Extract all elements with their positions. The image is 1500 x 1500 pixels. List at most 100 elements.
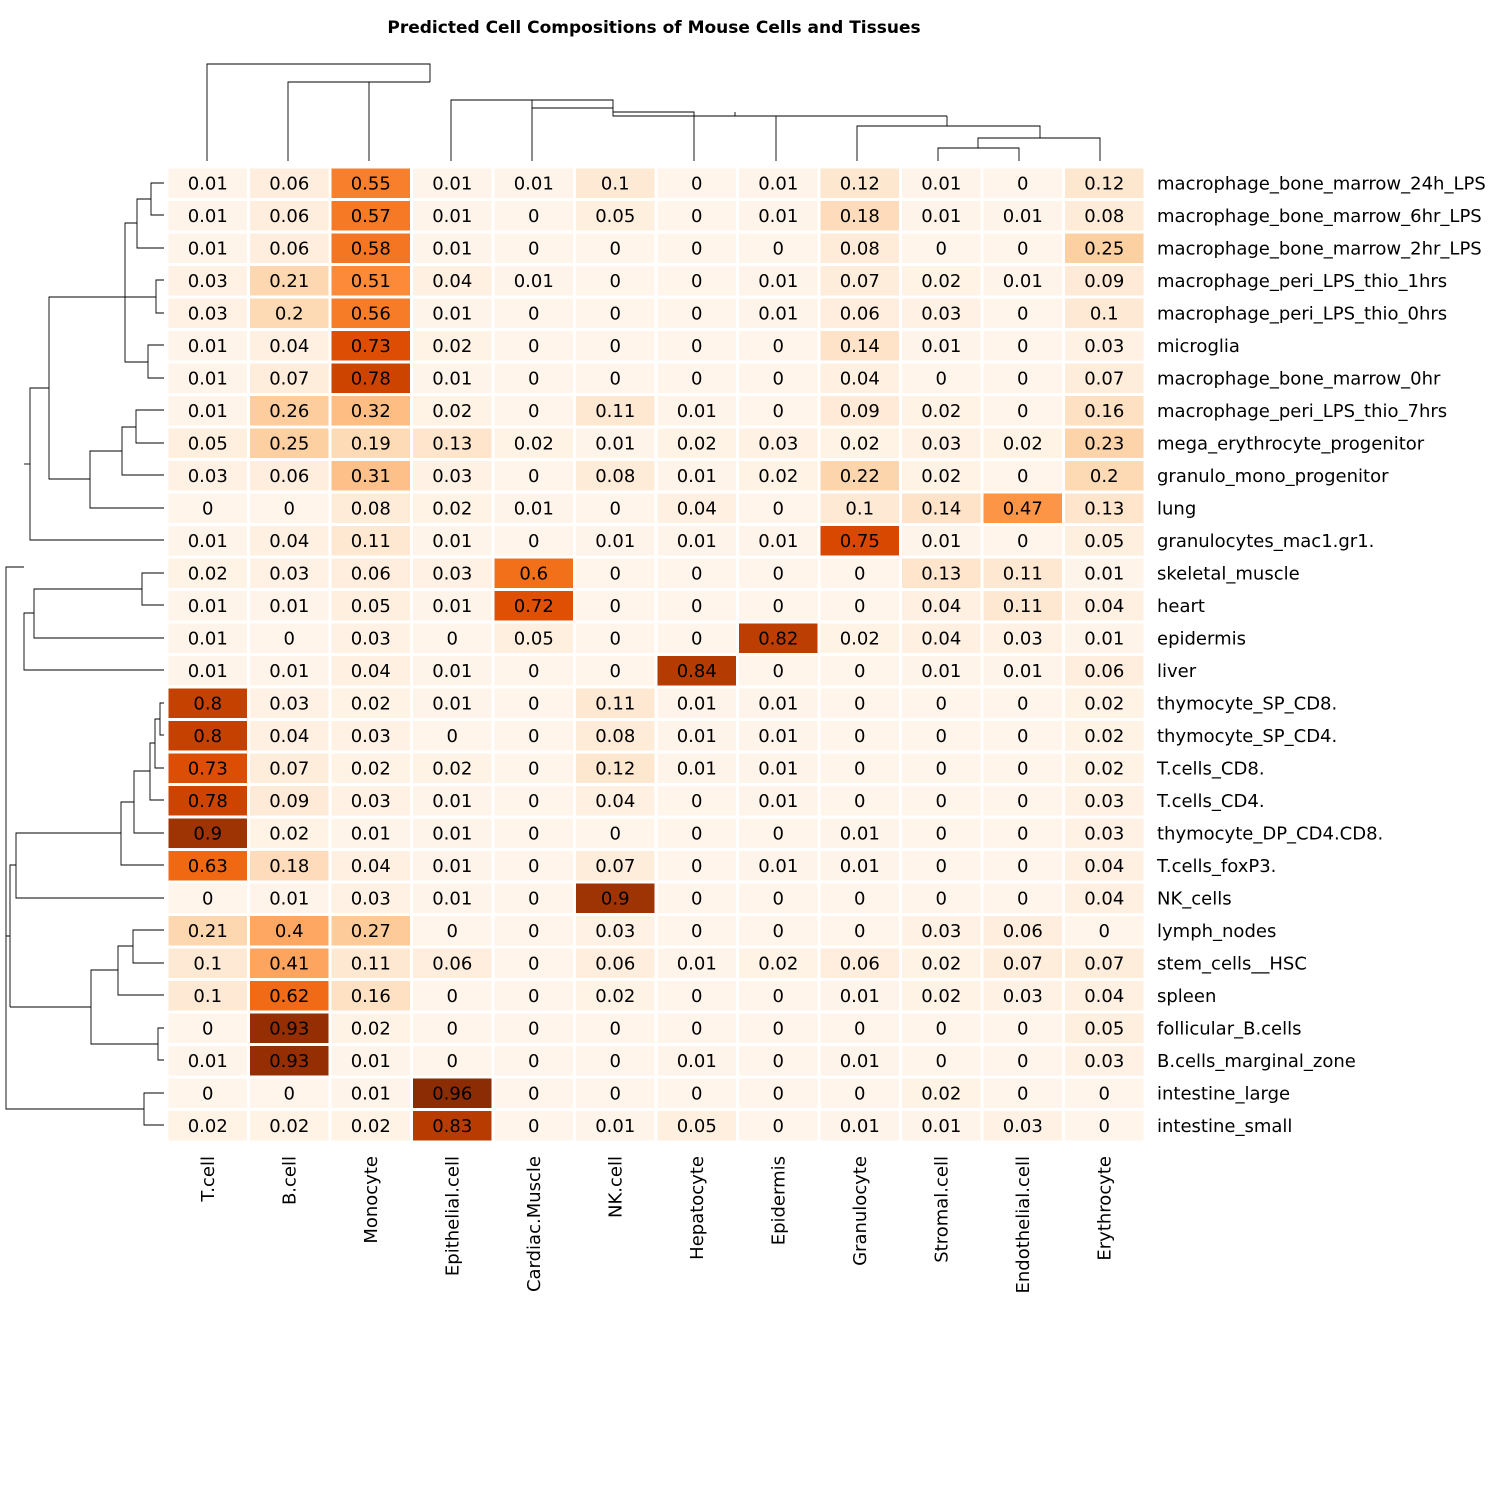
cell-value-label: 0.07: [1003, 953, 1043, 974]
heatmap-cell: [168, 526, 247, 556]
heatmap-cell: [1065, 851, 1144, 881]
heatmap-cell: [983, 1046, 1062, 1076]
cell-value-label: 0.01: [514, 173, 554, 194]
heatmap-cell: [168, 656, 247, 686]
heatmap-cell: [494, 526, 573, 556]
heatmap-cell: [168, 1046, 247, 1076]
heatmap-cell: [494, 688, 573, 718]
row-label: stem_cells__HSC: [1157, 953, 1307, 974]
heatmap-cell: [902, 233, 981, 263]
cell-value-label: 0.01: [1084, 563, 1124, 584]
cell-value-label: 0.08: [595, 466, 635, 487]
row-label: macrophage_bone_marrow_0hr: [1157, 368, 1441, 389]
heatmap-cell: [576, 883, 655, 913]
cell-value-label: 0: [528, 1018, 539, 1039]
cell-value-label: 0: [202, 888, 213, 909]
heatmap-cell: [576, 818, 655, 848]
heatmap-cell: [494, 883, 573, 913]
cell-value-label: 0.01: [432, 238, 472, 259]
heatmap-cell: [331, 363, 410, 393]
row-label: epidermis: [1157, 628, 1246, 649]
heatmap-cell: [576, 331, 655, 361]
cell-value-label: 0.01: [758, 791, 798, 812]
cell-value-label: 0: [691, 206, 702, 227]
cell-value-label: 0.03: [1084, 336, 1124, 357]
cell-value-label: 0: [854, 726, 865, 747]
cell-value-label: 0: [447, 726, 458, 747]
cell-value-label: 0.01: [840, 1051, 880, 1072]
cell-value-label: 0.02: [432, 401, 472, 422]
heatmap-cell: [657, 786, 736, 816]
heatmap-cell: [331, 168, 410, 198]
heatmap-cell: [902, 1013, 981, 1043]
cell-value-label: 0.03: [188, 271, 228, 292]
cell-value-label: 0: [610, 563, 621, 584]
column-label: Stromal.cell: [931, 1156, 952, 1263]
heatmap-cell: [657, 1111, 736, 1141]
cell-value-label: 0: [854, 1018, 865, 1039]
heatmap-cell: [902, 981, 981, 1011]
heatmap-cell: [168, 818, 247, 848]
heatmap-cell: [250, 721, 329, 751]
heatmap-cell: [250, 201, 329, 231]
cell-value-label: 0.02: [269, 823, 309, 844]
cell-value-label: 0.9: [193, 823, 222, 844]
cell-value-label: 0: [1017, 401, 1028, 422]
cell-value-label: 0.13: [432, 433, 472, 454]
heatmap-cell: [739, 493, 818, 523]
cell-value-label: 0: [691, 791, 702, 812]
heatmap-cell: [576, 623, 655, 653]
row-label: thymocyte_SP_CD4.: [1157, 726, 1337, 747]
cell-value-label: 0.02: [1084, 693, 1124, 714]
cell-value-label: 0.01: [758, 173, 798, 194]
cell-value-label: 0.51: [351, 271, 391, 292]
cell-value-label: 0.06: [432, 953, 472, 974]
heatmap-cell: [168, 201, 247, 231]
heatmap-cell: [250, 493, 329, 523]
heatmap-cell: [820, 753, 899, 783]
cell-value-label: 0.04: [269, 531, 309, 552]
heatmap-cell: [413, 493, 492, 523]
heatmap-cell: [250, 298, 329, 328]
heatmap-cell: [576, 851, 655, 881]
cell-value-label: 0.01: [432, 823, 472, 844]
heatmap-cell: [494, 201, 573, 231]
heatmap-cell: [902, 786, 981, 816]
row-label: thymocyte_SP_CD8.: [1157, 693, 1337, 714]
cell-value-label: 0.03: [1084, 791, 1124, 812]
heatmap-cell: [739, 363, 818, 393]
heatmap-cell: [576, 363, 655, 393]
heatmap-cell: [739, 233, 818, 263]
cell-value-label: 0.12: [1084, 173, 1124, 194]
heatmap-cell: [820, 233, 899, 263]
heatmap-cell: [983, 753, 1062, 783]
row-label: T.cells_CD4.: [1156, 791, 1265, 812]
heatmap-cell: [983, 721, 1062, 751]
heatmap-cell: [331, 331, 410, 361]
cell-value-label: 0.09: [840, 401, 880, 422]
cell-value-label: 0: [528, 1051, 539, 1072]
cell-value-label: 0: [1017, 823, 1028, 844]
heatmap-cell: [250, 396, 329, 426]
cell-value-label: 0.01: [351, 823, 391, 844]
column-label: Hepatocyte: [687, 1156, 708, 1260]
cell-value-label: 0.02: [351, 1116, 391, 1137]
cell-value-label: 0: [773, 921, 784, 942]
heatmap-cell: [168, 851, 247, 881]
heatmap-cell: [657, 1013, 736, 1043]
cell-value-label: 0.93: [269, 1051, 309, 1072]
heatmap-cell: [657, 916, 736, 946]
heatmap-cell: [820, 493, 899, 523]
cell-value-label: 0.06: [840, 303, 880, 324]
cell-value-label: 0.26: [269, 401, 309, 422]
row-label: macrophage_bone_marrow_2hr_LPS: [1157, 238, 1482, 259]
heatmap-cell: [1065, 1078, 1144, 1108]
heatmap-cell: [413, 266, 492, 296]
cell-value-label: 0: [610, 596, 621, 617]
heatmap-cell: [983, 916, 1062, 946]
cell-value-label: 0: [528, 823, 539, 844]
cell-value-label: 0.02: [188, 563, 228, 584]
heatmap-cell: [820, 168, 899, 198]
cell-value-label: 0.05: [514, 628, 554, 649]
